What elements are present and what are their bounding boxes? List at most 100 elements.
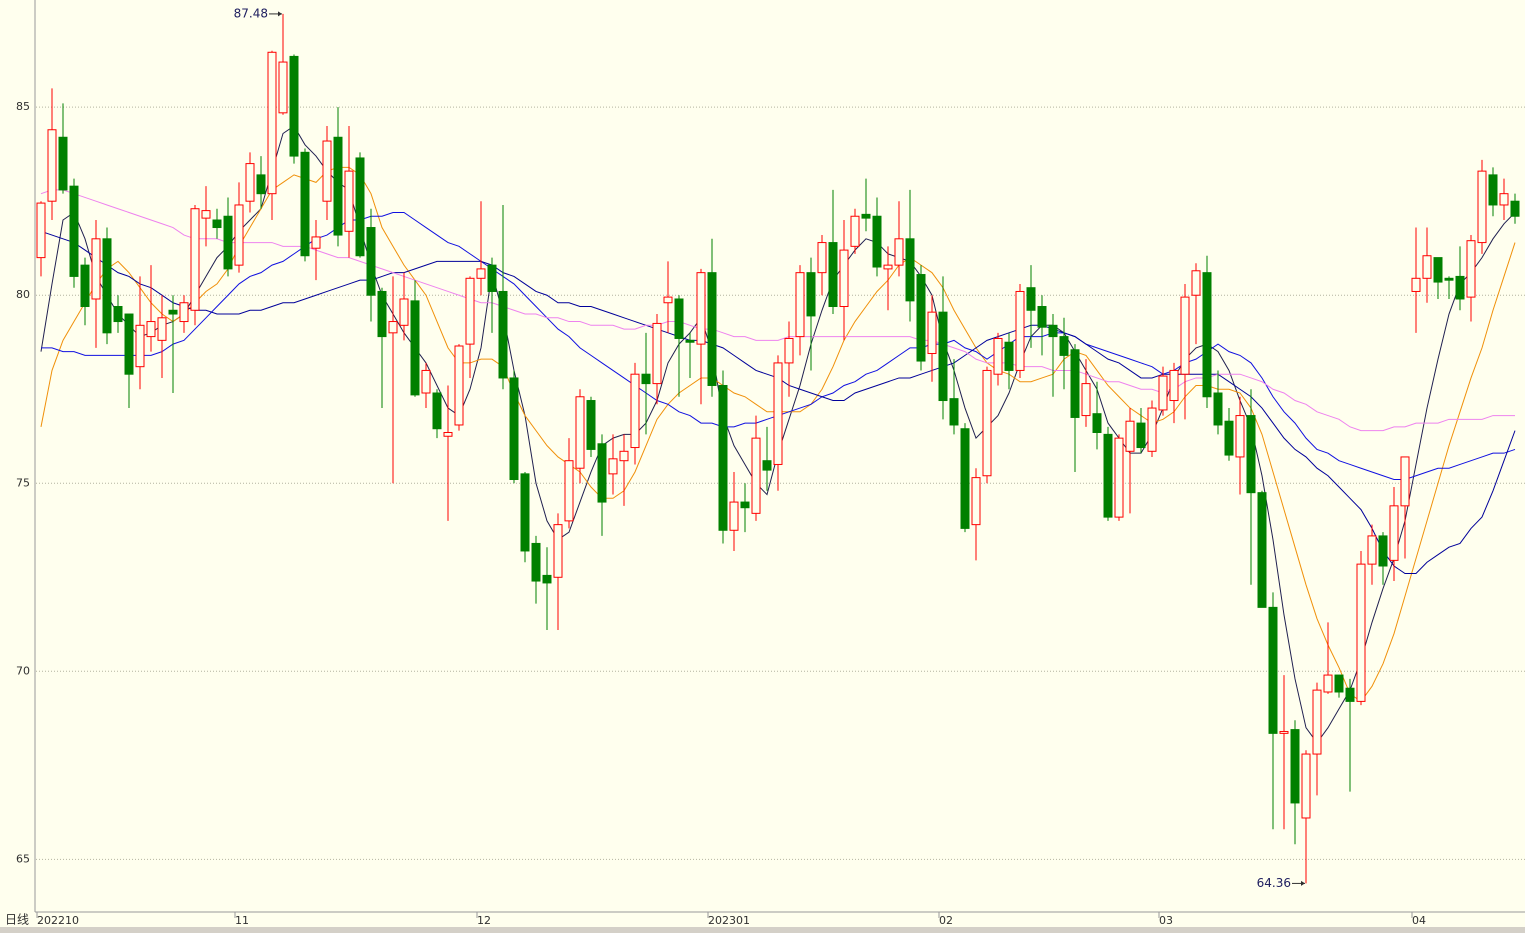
candle-body: [47, 129, 57, 202]
candle-body: [1147, 407, 1157, 452]
candle-body: [1048, 324, 1058, 338]
candle-body: [410, 300, 420, 396]
candle-body: [674, 298, 684, 339]
candle-body: [102, 238, 112, 334]
candle-body: [1466, 240, 1476, 298]
candle-body: [1213, 392, 1223, 426]
candle-body: [1488, 174, 1498, 206]
candle-body: [1114, 437, 1124, 518]
candle-body: [322, 140, 332, 202]
candle-body: [949, 398, 959, 426]
candle-body: [344, 170, 354, 232]
y-tick-label: 85: [16, 100, 30, 113]
candle-body: [1433, 257, 1443, 283]
candle-body: [960, 428, 970, 529]
candle-body: [1510, 200, 1520, 217]
candle-body: [498, 290, 508, 379]
candle-body: [1323, 674, 1333, 693]
candle-body: [509, 377, 519, 481]
candle-body: [575, 396, 585, 469]
candle-body: [1191, 270, 1201, 296]
candle-body: [938, 311, 948, 402]
candle-body: [1202, 272, 1212, 398]
candle-body: [872, 215, 882, 268]
candle-body: [850, 215, 860, 247]
candle-body: [1004, 341, 1014, 371]
candle-body: [1378, 535, 1388, 567]
candle-body: [773, 362, 783, 465]
candle-body: [1158, 375, 1168, 411]
candle-body: [1279, 730, 1289, 734]
candle-body: [355, 157, 365, 257]
x-tick-label: 202210: [37, 914, 79, 927]
candle-body: [1070, 349, 1080, 418]
candle-body: [311, 236, 321, 249]
candle-body: [1389, 505, 1399, 561]
x-tick-label: 02: [939, 914, 953, 927]
candle-body: [201, 210, 211, 219]
candle-body: [817, 242, 827, 274]
y-tick-label: 65: [16, 852, 30, 865]
candle-body: [740, 501, 750, 509]
period-label: 日线: [5, 913, 29, 927]
candle-body: [1136, 422, 1146, 449]
candle-body: [905, 238, 915, 302]
candle-body: [1400, 456, 1410, 507]
candle-body: [58, 136, 68, 191]
candle-body: [894, 238, 904, 266]
candle-body: [1455, 275, 1465, 300]
candle-body: [1334, 674, 1344, 693]
annotation: 87.48: [234, 6, 268, 20]
candle-body: [190, 208, 200, 311]
candle-body: [883, 264, 893, 270]
candle-body: [278, 61, 288, 114]
candle-body: [1367, 535, 1377, 565]
candle-body: [729, 501, 739, 531]
candle-body: [1290, 729, 1300, 804]
x-tick-label: 12: [477, 914, 491, 927]
candle-body: [1257, 492, 1267, 608]
x-tick-label: 04: [1412, 914, 1426, 927]
candle-body: [586, 400, 596, 450]
candle-body: [520, 473, 530, 552]
ma-line: [40, 189, 1515, 432]
candle-body: [1169, 369, 1179, 402]
candle-body: [1037, 306, 1047, 328]
candle-body: [1499, 193, 1509, 206]
candle-body: [179, 302, 189, 323]
candle-body: [69, 185, 79, 277]
bottom-strip: [0, 927, 1525, 933]
candle-body: [608, 458, 618, 475]
candle-body: [113, 306, 123, 323]
candle-body: [388, 321, 398, 334]
candle-body: [421, 369, 431, 394]
candle-body: [784, 337, 794, 364]
candle-body: [597, 443, 607, 503]
candle-body: [1235, 415, 1245, 458]
candle-body: [1444, 277, 1454, 281]
candle-body: [223, 215, 233, 270]
candle-body: [1246, 415, 1256, 494]
candle-body: [982, 369, 992, 477]
candle-body: [1268, 606, 1278, 734]
candle-body: [1301, 753, 1311, 819]
candle-body: [795, 272, 805, 338]
candle-body: [1059, 336, 1069, 356]
candle-body: [1411, 277, 1421, 292]
candle-body: [630, 373, 640, 449]
candle-body: [916, 274, 926, 362]
candle-body: [696, 272, 706, 345]
x-tick-label: 03: [1159, 914, 1173, 927]
candle-body: [399, 298, 409, 326]
candle-body: [300, 151, 310, 257]
candle-body: [806, 272, 816, 317]
candle-body: [267, 51, 277, 195]
candle-body: [157, 317, 167, 341]
candle-body: [641, 373, 651, 385]
candle-body: [432, 392, 442, 430]
candle-body: [531, 542, 541, 582]
candle-body: [1026, 287, 1036, 311]
annotation: 64.36: [1257, 876, 1291, 890]
candle-body: [619, 450, 629, 462]
